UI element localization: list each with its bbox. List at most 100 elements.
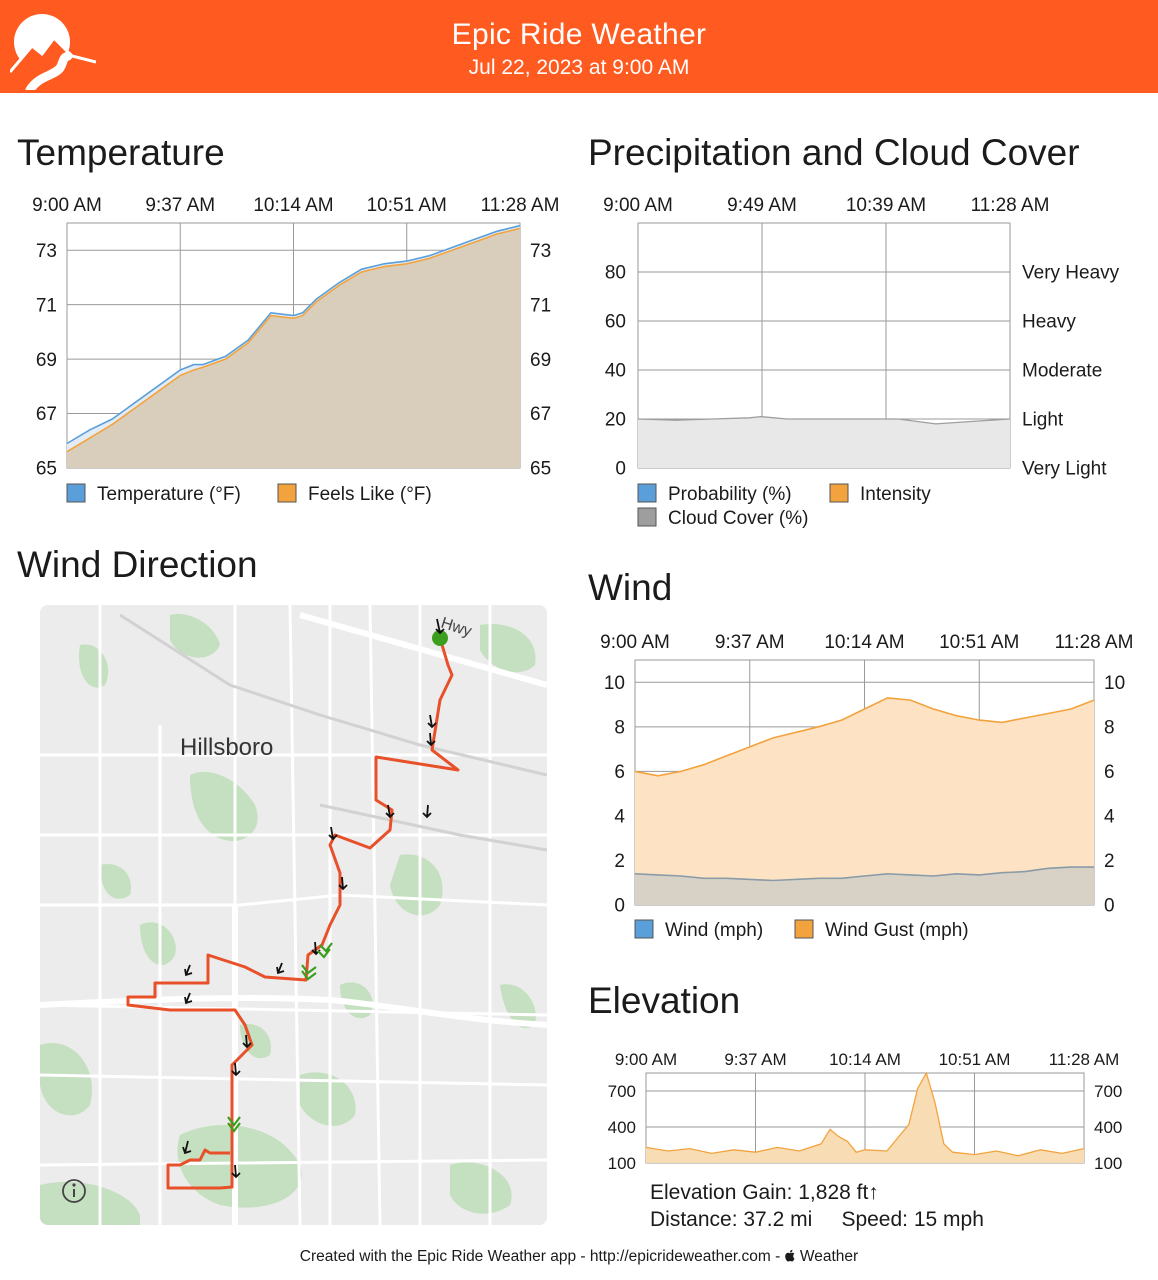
x-tick-label: 9:00 AM <box>600 632 670 653</box>
legend-label: Feels Like (°F) <box>308 484 432 505</box>
footer-credit: Created with the Epic Ride Weather app -… <box>0 1248 1158 1266</box>
legend-label: Intensity <box>860 484 931 505</box>
series-area-wind <box>635 867 1094 905</box>
legend-label: Probability (%) <box>668 484 792 505</box>
y-tick-label: 80 <box>605 263 626 284</box>
x-tick-label: 11:28 AM <box>481 195 560 216</box>
x-tick-label: 10:14 AM <box>824 632 904 653</box>
highways <box>119 613 547 852</box>
x-tick-label: 11:28 AM <box>1055 632 1134 653</box>
y-tick-label-right: 71 <box>530 295 551 316</box>
y-tick-label: 40 <box>605 361 626 382</box>
x-tick-label: 9:37 AM <box>715 632 785 653</box>
precipitation-chart: 9:00 AM 9:49 AM 10:39 AM 11:28 AM 0 Very Ligh… <box>603 195 1120 529</box>
chevron-icon <box>301 964 317 981</box>
city-label: Hillsboro <box>180 734 273 761</box>
app-title: Epic Ride Weather <box>451 18 707 51</box>
y-tick-label: 73 <box>36 241 57 262</box>
intensity-label: Heavy <box>1022 312 1076 333</box>
y-tick-label: 2 <box>614 851 625 872</box>
wind-direction-map[interactable]: Hillsboro Hwy <box>40 605 547 1225</box>
x-tick-label: 11:28 AM <box>1049 1050 1120 1069</box>
weather-brand: Weather <box>799 1248 859 1265</box>
wind-arrow-icon <box>182 1140 192 1155</box>
y-tick-label-right: 100 <box>1094 1154 1122 1173</box>
wind-arrow-icon <box>328 826 338 841</box>
temperature-chart: 9:00 AM 9:37 AM 10:14 AM 10:51 AM 11:28 AM 65… <box>32 195 560 505</box>
y-tick-label: 0 <box>615 459 626 480</box>
series-line-wind <box>634 866 1094 882</box>
legend-swatch <box>829 483 849 503</box>
chevron-icon <box>227 1116 241 1133</box>
ride-route <box>126 637 460 1190</box>
wind-arrow-icon <box>184 964 193 977</box>
y-tick-label: 0 <box>614 896 625 917</box>
footer-text: Created with the Epic Ride Weather app -… <box>299 1248 785 1265</box>
legend-swatch <box>277 483 297 503</box>
x-tick-label: 9:00 AM <box>603 195 673 216</box>
wind-arrow-icon <box>426 732 436 747</box>
wind-chart: 9:00 AM 9:37 AM 10:14 AM 10:51 AM 11:28 AM 0 0… <box>600 632 1134 941</box>
legend-label: Wind (mph) <box>665 920 763 941</box>
info-icon[interactable] <box>62 1179 86 1203</box>
x-tick-label: 10:51 AM <box>939 632 1019 653</box>
series-line-wind-gust <box>634 697 1095 777</box>
y-tick-label-right: 73 <box>530 241 551 262</box>
series-area-feels-like <box>67 228 520 468</box>
x-tick-label: 9:00 AM <box>32 195 102 216</box>
wind-arrow-icon <box>231 1062 241 1077</box>
x-tick-label: 10:51 AM <box>939 1050 1011 1069</box>
x-tick-label: 10:14 AM <box>253 195 333 216</box>
y-tick-label-right: 0 <box>1104 896 1115 917</box>
x-tick-label: 9:37 AM <box>724 1050 786 1069</box>
wind-arrow-icon <box>231 1164 241 1179</box>
y-tick-label: 20 <box>605 410 626 431</box>
elevation-gain: Elevation Gain: 1,828 ft↑ <box>650 1181 879 1204</box>
y-tick-label: 71 <box>36 295 57 316</box>
x-tick-label: 10:39 AM <box>846 195 926 216</box>
intensity-label: Very Light <box>1022 459 1107 480</box>
series-line-cloud-cover <box>637 415 1011 425</box>
precipitation-title: Precipitation and Cloud Cover <box>588 132 1080 173</box>
y-tick-label-right: 67 <box>530 404 551 425</box>
y-tick-label: 6 <box>614 762 625 783</box>
x-tick-label: 11:28 AM <box>971 195 1050 216</box>
y-tick-label: 60 <box>605 312 626 333</box>
series-line-temperature <box>66 224 521 445</box>
ride-datetime: Jul 22, 2023 at 9:00 AM <box>468 56 690 79</box>
ride-stats: Elevation Gain: 1,828 ft↑ Distance: 37.2… <box>650 1179 984 1233</box>
legend-label: Temperature (°F) <box>97 484 241 505</box>
wind-arrow-icon <box>338 876 348 891</box>
series-area-cloud-cover <box>638 416 1010 468</box>
x-tick-label: 10:14 AM <box>829 1050 901 1069</box>
y-tick-label: 700 <box>608 1082 636 1101</box>
y-tick-label: 8 <box>614 717 625 738</box>
distance: Distance: 37.2 mi <box>650 1208 813 1231</box>
series-line-elevation <box>645 1071 1085 1157</box>
y-tick-label-right: 8 <box>1104 717 1115 738</box>
wind-arrow-icon <box>435 618 445 635</box>
legend-swatch <box>794 919 814 939</box>
mountain-road-logo-icon <box>10 14 96 90</box>
y-tick-label-right: 10 <box>1104 673 1125 694</box>
wind-arrow-icon <box>242 1034 252 1049</box>
y-tick-label-right: 65 <box>530 459 551 480</box>
route-start-marker <box>432 630 448 646</box>
y-tick-label: 69 <box>36 350 57 371</box>
temperature-title: Temperature <box>17 132 225 173</box>
series-line-feels-like <box>66 227 521 453</box>
x-tick-label: 10:51 AM <box>367 195 447 216</box>
y-tick-label-right: 69 <box>530 350 551 371</box>
legend-label: Wind Gust (mph) <box>825 920 969 941</box>
wind-arrow-icon <box>427 714 437 729</box>
y-tick-label: 67 <box>36 404 57 425</box>
x-tick-label: 9:00 AM <box>615 1050 677 1069</box>
tailwind-chevrons <box>227 942 333 1133</box>
series-area-elevation <box>646 1073 1084 1163</box>
y-tick-label: 400 <box>608 1118 636 1137</box>
app-header: Epic Ride Weather Jul 22, 2023 at 9:00 A… <box>0 0 1158 93</box>
y-tick-label-right: 2 <box>1104 851 1115 872</box>
intensity-label: Very Heavy <box>1022 263 1120 284</box>
elevation-title: Elevation <box>588 980 741 1021</box>
y-tick-label-right: 400 <box>1094 1118 1122 1137</box>
